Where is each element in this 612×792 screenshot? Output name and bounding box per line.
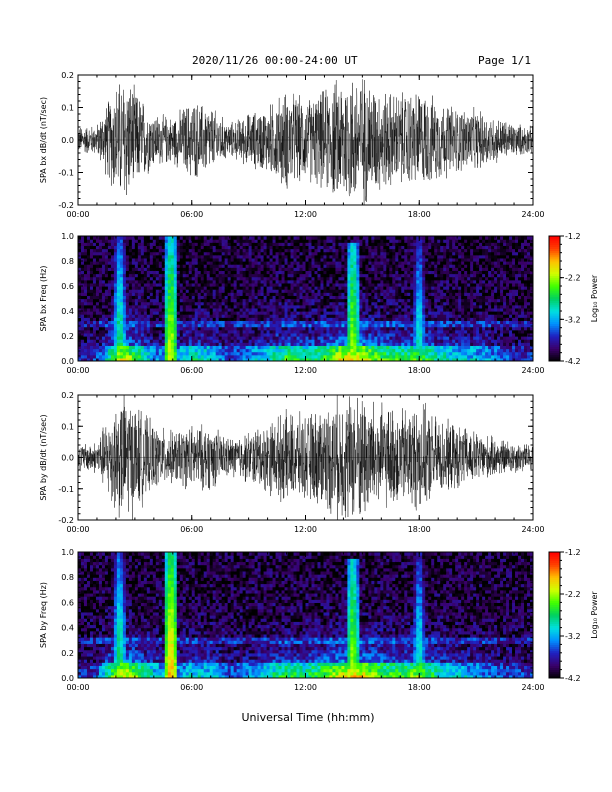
x-tick-label: 24:00 [521, 683, 544, 692]
x-tick-label: 18:00 [408, 683, 431, 692]
x-tick-label: 24:00 [521, 366, 544, 375]
x-tick-label: 18:00 [408, 366, 431, 375]
y-tick-label: -0.2 [58, 201, 74, 210]
x-tick-label: 00:00 [66, 210, 89, 219]
page-number: Page 1/1 [478, 54, 531, 67]
colorbar-label: Log₁₀ Power [590, 591, 599, 639]
colorbar: -1.2 -2.2 -3.2 -4.2 Log₁₀ Power [548, 232, 599, 366]
by-dbdt-panel: 00:00 06:00 12:00 18:00 24:00 -0.2 -0.1 0.0 0.1 0… [39, 391, 545, 534]
bx-dbdt-panel: 00:00 06:00 12:00 18:00 24:00 -0.2 -0.1 0.0 0.1 0… [39, 71, 545, 219]
dbdt-trace [78, 79, 533, 205]
y-tick-label: 0.4 [61, 307, 74, 316]
y-tick-label: 0.0 [61, 454, 74, 463]
y-tick-label: 0.6 [61, 282, 74, 291]
y-axis-label: SPA by Freq (Hz) [39, 582, 48, 648]
y-tick-label: 0.2 [61, 71, 74, 80]
colorbar: -1.2 -2.2 -3.2 -4.2 Log₁₀ Power [548, 548, 599, 683]
colorbar-tick-label: -3.2 [565, 315, 581, 324]
page-header: 2020/11/26 00:00-24:00 UT Page 1/1 [0, 0, 612, 70]
y-tick-label: 0.4 [61, 624, 74, 633]
y-tick-label: 1.0 [61, 548, 74, 557]
x-tick-label: 06:00 [180, 366, 203, 375]
y-tick-label: -0.2 [58, 516, 74, 525]
y-axis-label: SPA bx Freq (Hz) [39, 266, 48, 332]
colorbar-tick-label: -2.2 [565, 274, 581, 283]
y-axis-label: SPA bx dB/dt (nT/sec) [39, 97, 48, 183]
x-tick-label: 12:00 [294, 210, 317, 219]
y-tick-label: 1.0 [61, 232, 74, 241]
x-tick-label: 24:00 [521, 525, 544, 534]
x-tick-label: 18:00 [408, 210, 431, 219]
y-tick-label: 0.1 [61, 422, 74, 431]
y-tick-label: 0.0 [61, 357, 74, 366]
x-tick-label: 06:00 [180, 210, 203, 219]
x-tick-label: 00:00 [66, 525, 89, 534]
x-tick-label: 24:00 [521, 210, 544, 219]
y-tick-label: -0.1 [58, 169, 74, 178]
colorbar-label: Log₁₀ Power [590, 274, 599, 322]
colorbar-tick-label: -3.2 [565, 632, 581, 641]
bx-spectrogram-panel: -1.2 -2.2 -3.2 -4.2 Log₁₀ Power 00:00 06:00 12:… [39, 232, 599, 375]
dbdt-trace [78, 395, 533, 520]
x-tick-label: 12:00 [294, 683, 317, 692]
spectrogram [78, 552, 533, 678]
x-tick-label: 06:00 [180, 525, 203, 534]
x-tick-label: 00:00 [66, 683, 89, 692]
y-tick-label: 0.2 [61, 391, 74, 400]
y-tick-label: 0.8 [61, 573, 74, 582]
y-axis-label: SPA by dB/dt (nT/sec) [39, 414, 48, 500]
y-tick-label: 0.8 [61, 257, 74, 266]
x-axis-label: Universal Time (hh:mm) [242, 711, 375, 724]
colorbar-tick-label: -1.2 [565, 548, 581, 557]
x-tick-label: 00:00 [66, 366, 89, 375]
y-tick-label: -0.1 [58, 485, 74, 494]
x-tick-label: 18:00 [408, 525, 431, 534]
colorbar-tick-label: -4.2 [565, 674, 581, 683]
y-tick-label: 0.1 [61, 104, 74, 113]
x-tick-label: 12:00 [294, 366, 317, 375]
y-tick-label: 0.0 [61, 674, 74, 683]
spectrogram [78, 236, 533, 361]
y-tick-label: 0.0 [61, 136, 74, 145]
y-tick-label: 0.2 [61, 649, 74, 658]
colorbar-tick-label: -2.2 [565, 590, 581, 599]
colorbar-tick-label: -4.2 [565, 357, 581, 366]
page-title: 2020/11/26 00:00-24:00 UT [192, 54, 358, 67]
y-tick-label: 0.2 [61, 332, 74, 341]
x-tick-label: 12:00 [294, 525, 317, 534]
by-spectrogram-panel: -1.2 -2.2 -3.2 -4.2 Log₁₀ Power 00:00 06:00 12:… [39, 548, 599, 692]
colorbar-tick-label: -1.2 [565, 232, 581, 241]
x-tick-label: 06:00 [180, 683, 203, 692]
y-tick-label: 0.6 [61, 598, 74, 607]
